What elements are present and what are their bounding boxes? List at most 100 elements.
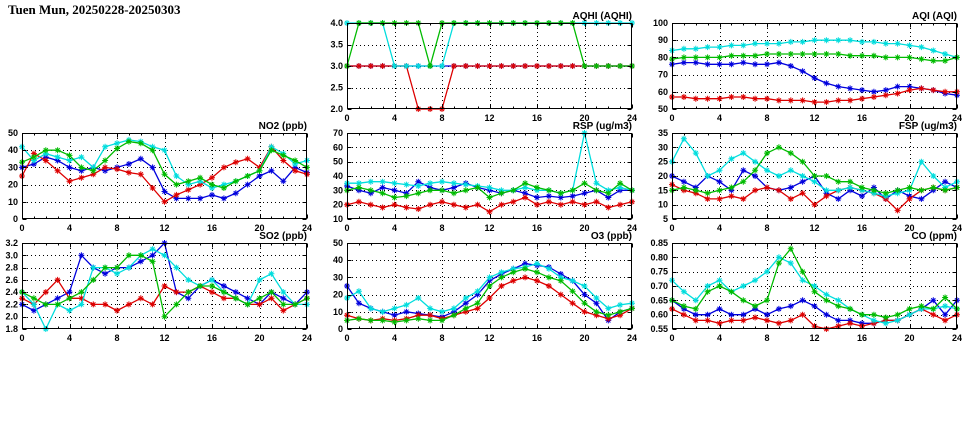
y-tick-label: 60 bbox=[333, 142, 343, 152]
series-cyan-line bbox=[347, 132, 633, 194]
series-cyan-markers bbox=[344, 20, 635, 69]
y-tick-label: 20 bbox=[658, 171, 668, 181]
x-tick-label: 16 bbox=[532, 113, 542, 123]
y-tick-label: 10 bbox=[658, 200, 668, 210]
series-red-markers bbox=[669, 85, 960, 106]
y-tick-label: 3.0 bbox=[330, 61, 343, 71]
x-tick-label: 4 bbox=[717, 333, 722, 343]
y-tick-label: 0.55 bbox=[650, 324, 668, 334]
series-green-markers bbox=[344, 20, 635, 69]
axis-labels: 0.55 0.60 0.65 0.70 0.75 0.80 0.85 0 4 8 12 16 20 24 bbox=[650, 238, 962, 343]
chart-title: AQI (AQI) bbox=[912, 11, 957, 22]
x-tick-label: 8 bbox=[439, 333, 444, 343]
rsp-plot: 10 20 30 40 50 60 70 0 4 8 12 16 20 24 RSP (ug/m3) bbox=[333, 121, 637, 233]
y-tick-label: 2.0 bbox=[5, 312, 18, 322]
axis-ticks bbox=[347, 133, 633, 220]
x-tick-label: 20 bbox=[904, 223, 914, 233]
x-tick-label: 24 bbox=[627, 113, 637, 123]
y-tick-label: 100 bbox=[653, 18, 668, 28]
x-tick-label: 8 bbox=[764, 113, 769, 123]
x-tick-label: 24 bbox=[627, 333, 637, 343]
series-green-line bbox=[346, 22, 632, 69]
y-tick-label: 0.65 bbox=[650, 295, 668, 305]
y-tick-label: 2.8 bbox=[5, 263, 18, 273]
axis-ticks bbox=[22, 133, 308, 220]
y-tick-label: 50 bbox=[333, 157, 343, 167]
x-tick-label: 4 bbox=[717, 223, 722, 233]
axis-ticks bbox=[672, 133, 958, 220]
series-blue-markers bbox=[19, 154, 310, 202]
y-tick-label: 1.8 bbox=[5, 324, 18, 334]
chart-no2: 0 10 20 30 40 50 0 4 8 12 16 20 24 NO2 (ppb) bbox=[0, 119, 316, 237]
y-tick-label: 40 bbox=[8, 145, 18, 155]
x-tick-label: 0 bbox=[344, 113, 349, 123]
axis-ticks bbox=[347, 23, 633, 110]
y-tick-label: 20 bbox=[8, 180, 18, 190]
y-tick-label: 40 bbox=[333, 255, 343, 265]
y-tick-label: 25 bbox=[658, 157, 668, 167]
y-tick-label: 50 bbox=[8, 128, 18, 138]
y-tick-label: 30 bbox=[333, 272, 343, 282]
x-tick-label: 8 bbox=[114, 333, 119, 343]
x-tick-label: 12 bbox=[159, 333, 169, 343]
o3-plot: 0 10 20 30 40 50 0 4 8 12 16 20 24 O3 (ppb) bbox=[333, 231, 637, 343]
x-tick-label: 24 bbox=[952, 333, 962, 343]
x-tick-label: 8 bbox=[114, 223, 119, 233]
series-blue-line bbox=[346, 262, 633, 322]
x-tick-label: 0 bbox=[669, 223, 674, 233]
y-tick-label: 90 bbox=[658, 35, 668, 45]
axis-labels: 50 60 70 80 90 100 0 4 8 12 16 20 24 bbox=[653, 18, 962, 123]
x-tick-label: 0 bbox=[669, 333, 674, 343]
y-tick-label: 0 bbox=[338, 324, 343, 334]
x-tick-label: 12 bbox=[484, 223, 494, 233]
axis-labels: 5 10 15 20 25 30 35 0 4 8 12 16 20 24 bbox=[658, 128, 962, 233]
series-cyan-line bbox=[347, 22, 632, 67]
x-tick-label: 12 bbox=[484, 333, 494, 343]
y-tick-label: 5 bbox=[663, 214, 668, 224]
chart-rsp: 10 20 30 40 50 60 70 0 4 8 12 16 20 24 RSP (ug/m3) bbox=[309, 119, 641, 237]
y-tick-label: 40 bbox=[333, 171, 343, 181]
x-tick-label: 4 bbox=[717, 113, 722, 123]
x-tick-label: 16 bbox=[532, 333, 542, 343]
x-tick-label: 0 bbox=[19, 333, 24, 343]
y-tick-label: 80 bbox=[658, 52, 668, 62]
x-tick-label: 8 bbox=[764, 223, 769, 233]
y-tick-label: 3.0 bbox=[5, 250, 18, 260]
axis-labels: 2.0 2.5 3.0 3.5 4.0 0 4 8 12 16 20 24 bbox=[330, 18, 637, 123]
x-tick-label: 0 bbox=[669, 113, 674, 123]
y-tick-label: 30 bbox=[8, 162, 18, 172]
x-tick-label: 4 bbox=[392, 333, 397, 343]
x-tick-label: 4 bbox=[392, 223, 397, 233]
chart-title: NO2 (ppb) bbox=[259, 121, 307, 132]
x-tick-label: 4 bbox=[67, 223, 72, 233]
x-tick-label: 16 bbox=[532, 223, 542, 233]
aqi-plot: 50 60 70 80 90 100 0 4 8 12 16 20 24 AQI (AQI) bbox=[653, 11, 962, 123]
y-tick-label: 70 bbox=[333, 128, 343, 138]
y-tick-label: 2.6 bbox=[5, 275, 18, 285]
x-tick-label: 4 bbox=[392, 113, 397, 123]
axis-labels: 0 10 20 30 40 50 0 4 8 12 16 20 24 bbox=[8, 128, 312, 233]
x-tick-label: 8 bbox=[764, 333, 769, 343]
page-title: Tuen Mun, 20250228-20250303 bbox=[8, 2, 181, 17]
x-tick-label: 20 bbox=[579, 113, 589, 123]
x-tick-label: 20 bbox=[579, 223, 589, 233]
y-tick-label: 50 bbox=[658, 104, 668, 114]
x-tick-label: 0 bbox=[344, 223, 349, 233]
x-tick-label: 20 bbox=[254, 333, 264, 343]
x-tick-label: 24 bbox=[952, 113, 962, 123]
x-tick-label: 8 bbox=[439, 223, 444, 233]
axis-labels: 0 10 20 30 40 50 0 4 8 12 16 20 24 bbox=[333, 238, 637, 343]
y-tick-label: 35 bbox=[658, 128, 668, 138]
y-tick-label: 30 bbox=[658, 142, 668, 152]
x-tick-label: 20 bbox=[904, 113, 914, 123]
plot-border bbox=[22, 243, 307, 329]
x-tick-label: 12 bbox=[159, 223, 169, 233]
axis-ticks bbox=[347, 243, 633, 330]
y-tick-label: 0.60 bbox=[650, 310, 668, 320]
y-tick-label: 4.0 bbox=[330, 18, 343, 28]
x-tick-label: 12 bbox=[809, 223, 819, 233]
series-green-markers bbox=[669, 144, 960, 197]
axis-labels: 10 20 30 40 50 60 70 0 4 8 12 16 20 24 bbox=[333, 128, 637, 233]
axis-ticks bbox=[672, 243, 958, 330]
